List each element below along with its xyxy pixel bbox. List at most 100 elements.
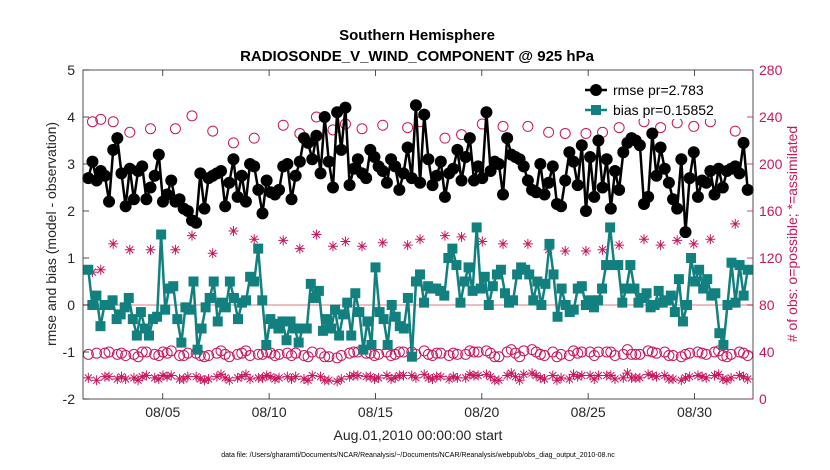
assimilated-obs-marker [236,371,247,382]
rmse-marker [563,146,576,159]
possible-obs-marker [642,345,654,357]
bias-marker [83,264,94,275]
rmse-marker [190,216,203,229]
bias-marker [350,288,361,299]
assimilated-obs-marker [104,371,115,382]
bias-marker [119,302,130,313]
bias-marker [463,262,474,273]
assimilated-obs-marker [216,369,227,380]
assimilated-obs-marker [327,241,338,252]
y-right-tick-label: 240 [759,109,783,125]
y-right-tick-label: 0 [759,391,767,407]
assimilated-obs-marker [734,370,745,381]
legend-bias-marker [591,105,601,115]
assimilated-obs-marker [257,372,268,383]
rmse-marker [584,150,597,163]
rmse-marker [476,172,489,185]
assimilated-obs-marker [614,240,625,251]
assimilated-obs-marker [481,369,492,380]
bias-marker [694,264,705,275]
assimilated-obs-marker [439,230,450,241]
assimilated-obs-marker [311,229,322,240]
assimilated-obs-marker [531,370,542,381]
bias-marker [742,264,753,275]
rmse-marker [484,165,497,178]
assimilated-obs-marker [444,374,455,385]
rmse-marker [667,193,680,206]
bias-marker [540,278,551,289]
rmse-marker [650,169,663,182]
assimilated-obs-marker [170,244,181,255]
bias-marker [443,253,454,263]
assimilated-obs-marker [576,370,587,381]
possible-obs-marker [646,346,658,358]
assimilated-obs-marker [485,371,496,382]
rmse-marker [376,165,389,178]
possible-obs-marker [99,347,111,359]
assimilated-obs-marker [149,372,160,383]
bias-marker [682,300,693,310]
possible-obs-marker [468,346,480,358]
rmse-marker [592,134,605,147]
possible-obs-marker [207,125,219,137]
bias-marker [139,323,150,334]
x-tick-label: 08/05 [145,404,180,420]
bias-marker [188,276,199,287]
possible-obs-marker [439,132,451,144]
bias-marker [734,260,745,271]
rmse-marker [588,190,601,203]
bias-marker [232,314,243,325]
chart-subtitle: RADIOSONDE_V_WIND_COMPONENT @ 925 hPa [240,48,595,65]
assimilated-obs-marker [108,238,119,249]
bias-marker [342,297,353,308]
assimilated-obs-marker [133,375,144,386]
rmse-marker [136,160,149,173]
bias-marker [289,323,300,334]
assimilated-obs-marker [423,372,434,383]
assimilated-obs-marker [435,371,446,382]
rmse-marker [604,202,617,215]
rmse-marker [409,99,422,112]
rmse-marker [302,136,315,149]
y-right-tick-label: 40 [759,344,775,360]
rmse-marker [173,193,186,206]
legend: rmse pr=2.783 bias pr=0.15852 [579,77,745,119]
rmse-marker [161,188,174,201]
y-right-tick-label: 160 [759,203,783,219]
y-right-tick-label: 120 [759,250,783,266]
assimilated-obs-marker [738,371,749,382]
assimilated-obs-marker [514,375,525,386]
bias-marker [593,295,604,306]
possible-obs-marker [688,120,700,132]
bias-marker [677,316,688,327]
bias-marker [617,297,628,308]
assimilated-obs-marker [730,218,741,229]
assimilated-obs-marker [377,237,388,248]
assimilated-obs-marker [609,374,620,385]
rmse-marker [501,132,514,145]
possible-obs-marker [277,119,289,131]
possible-obs-marker [626,348,638,360]
assimilated-obs-marker [518,369,529,380]
assimilated-obs-marker [464,369,475,380]
bias-marker [152,311,163,322]
assimilated-obs-marker [406,370,417,381]
assimilated-obs-marker [199,375,210,386]
possible-obs-marker [663,350,675,362]
bias-marker [241,295,252,306]
bias-marker [321,314,332,325]
assimilated-obs-marker [647,370,658,381]
assimilated-obs-marker [116,371,127,382]
possible-obs-marker [306,346,318,358]
rmse-marker [144,181,157,194]
assimilated-obs-marker [697,371,708,382]
assimilated-obs-marker [83,372,94,383]
rmse-marker [675,153,688,166]
bias-marker [475,283,486,294]
rmse-marker [393,183,406,196]
rmse-marker [542,176,555,189]
rmse-marker [335,143,348,156]
bias-marker [305,278,316,289]
rmse-marker [538,188,551,201]
bias-marker [641,288,652,299]
